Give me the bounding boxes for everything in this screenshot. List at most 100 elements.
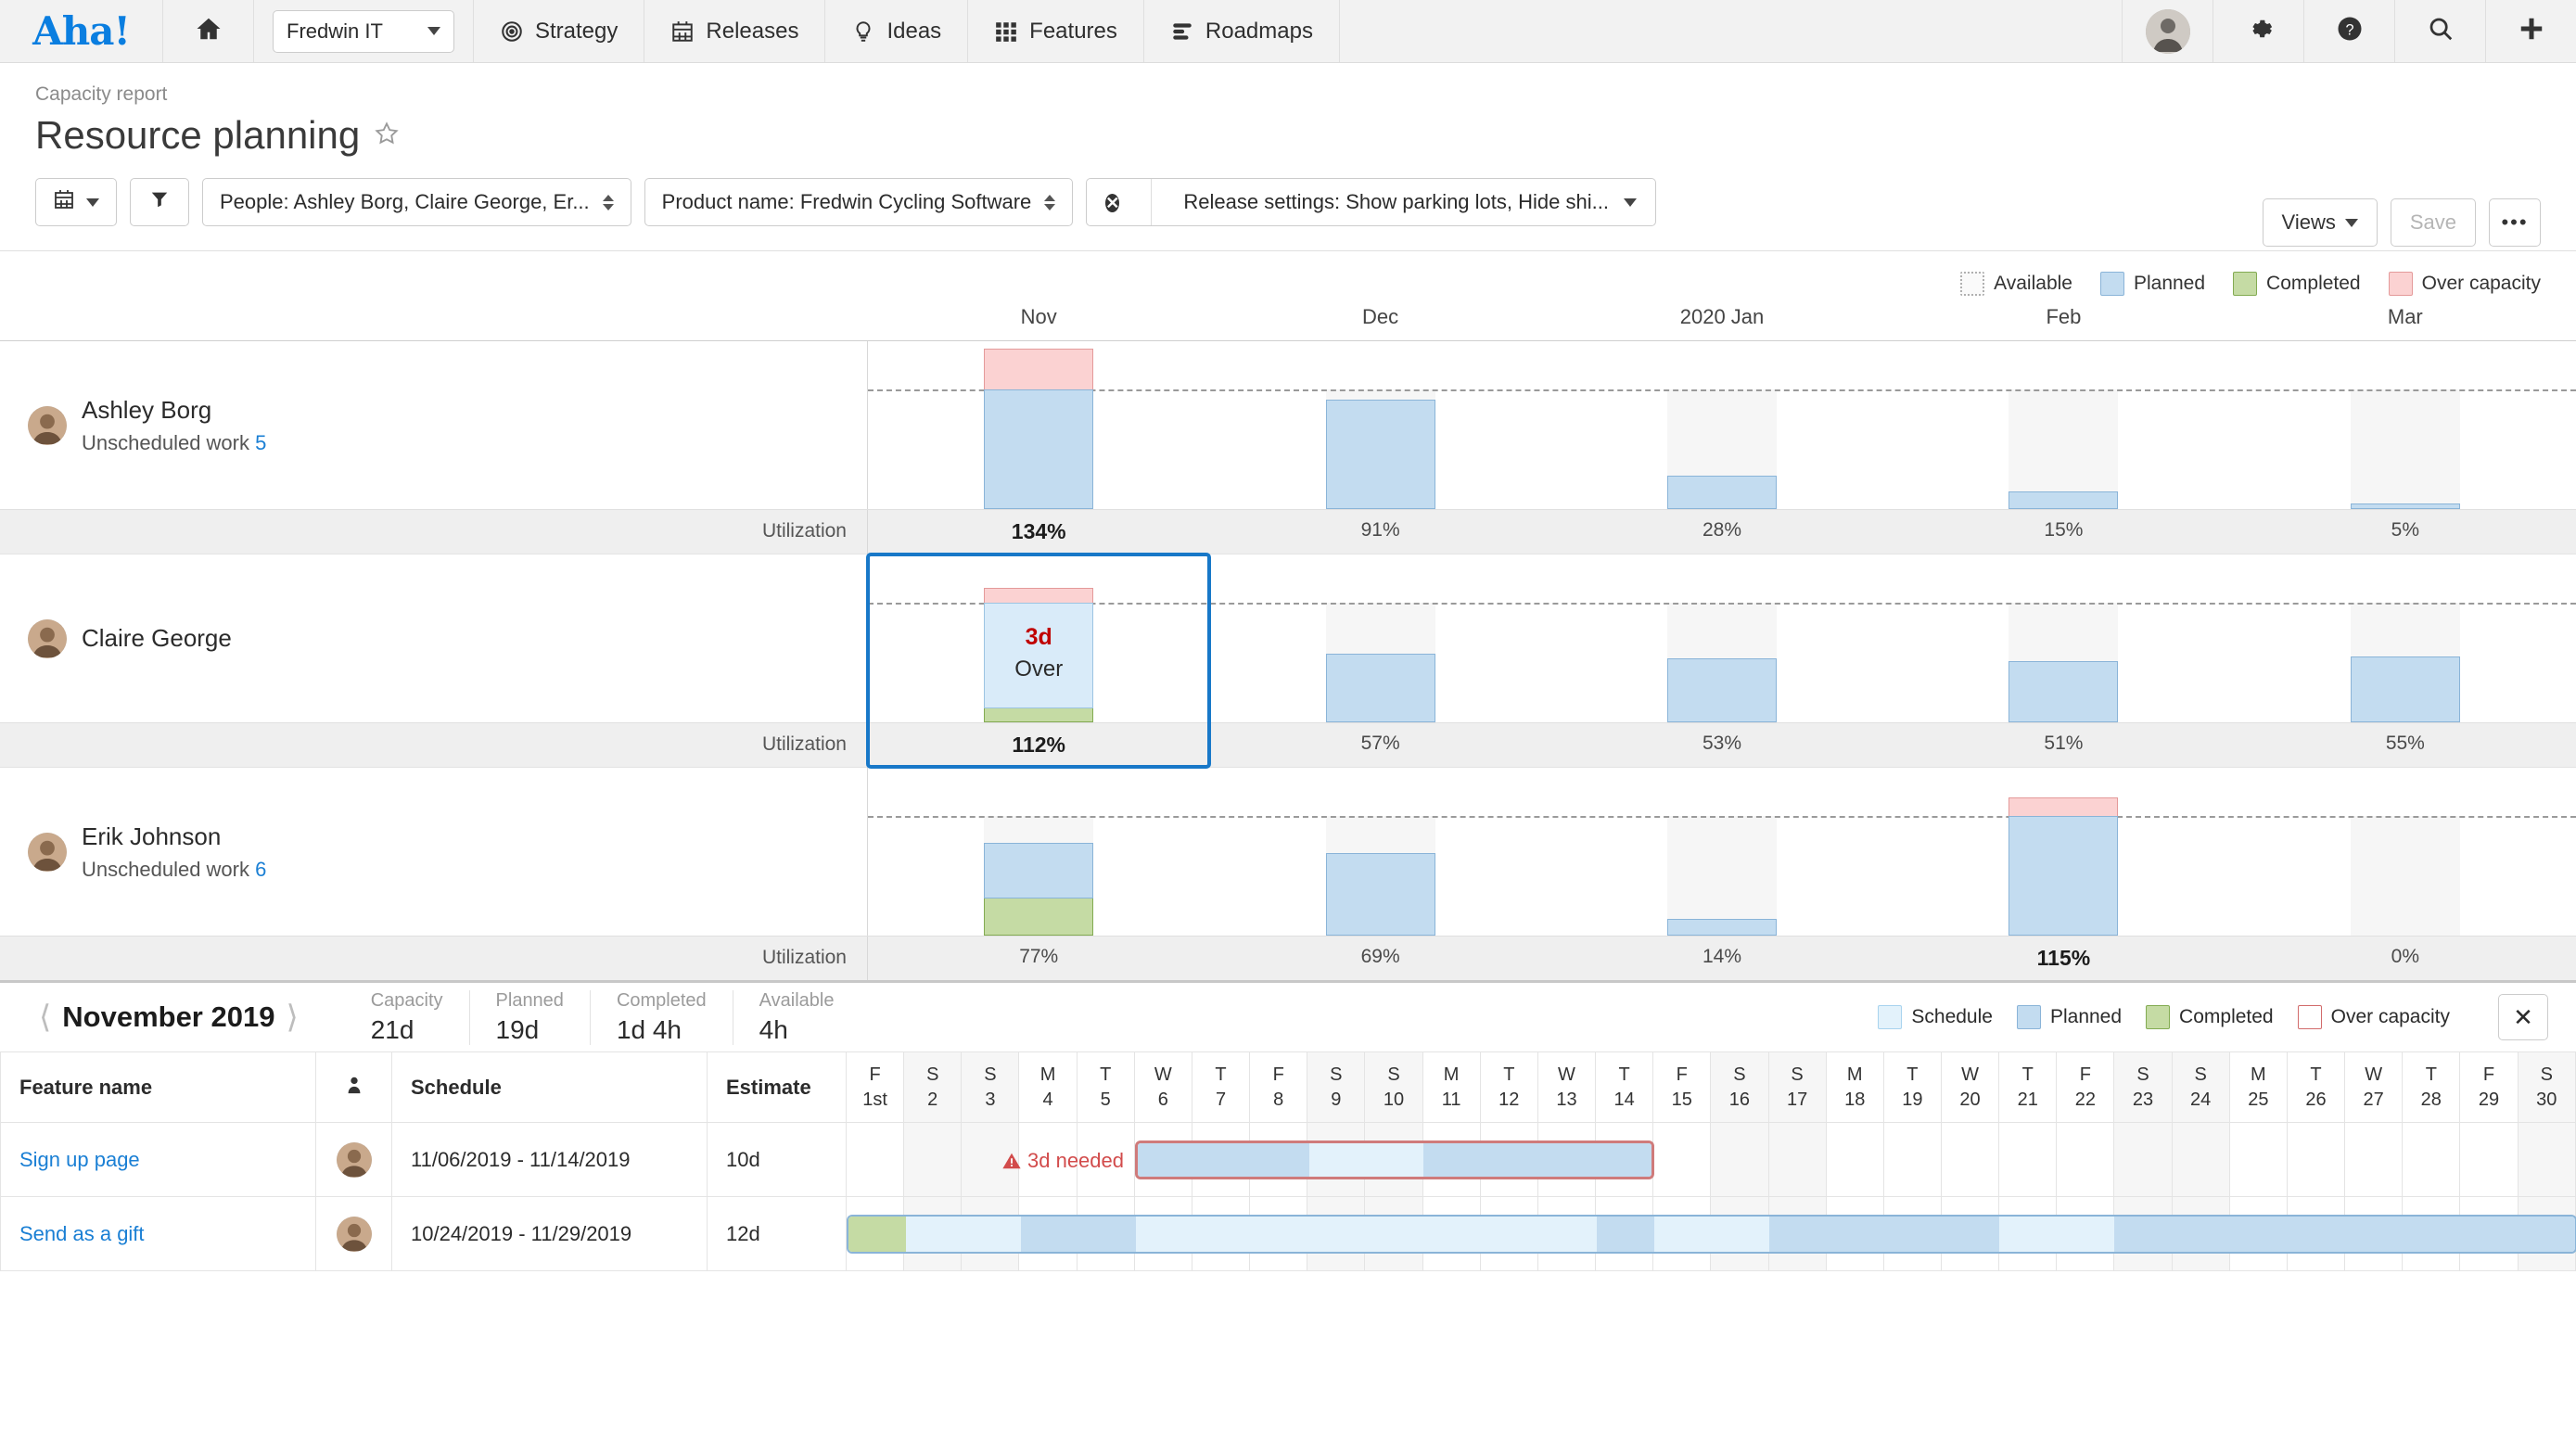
gantt-day-cell[interactable] [1710,1196,1769,1271]
unscheduled-work[interactable]: Unscheduled work 5 [82,430,267,454]
gantt-day-cell[interactable] [2056,1122,2115,1197]
nav-item-features[interactable]: Features [968,0,1144,62]
bar-cell[interactable]: 3d Over [868,554,1209,722]
gantt-day-cell[interactable] [2228,1196,2288,1271]
gantt-day-cell[interactable] [1364,1122,1423,1197]
column-header[interactable]: Schedule [391,1051,708,1123]
next-month-button[interactable]: ⟩ [286,1000,299,1035]
filter-button[interactable] [130,178,189,226]
gantt-day-cell[interactable] [961,1122,1020,1197]
bar-cell[interactable] [1551,768,1893,936]
gantt-day-cell[interactable] [1940,1122,2000,1197]
gantt-day-cell[interactable] [2228,1122,2288,1197]
gantt-day-cell[interactable] [1882,1122,1942,1197]
feature-name-link[interactable]: Send as a gift [19,1221,145,1245]
gantt-day-cell[interactable] [1422,1196,1481,1271]
product-name-filter[interactable]: Product name: Fredwin Cycling Software [644,178,1074,226]
gantt-day-cell[interactable] [1018,1196,1078,1271]
gantt-day-cell[interactable] [2113,1196,2173,1271]
gantt-day-cell[interactable] [2402,1196,2461,1271]
gantt-day-cell[interactable] [1249,1122,1308,1197]
gantt-day-cell[interactable] [1710,1122,1769,1197]
unscheduled-work[interactable]: Unscheduled work 6 [82,857,267,881]
nav-item-ideas[interactable]: Ideas [825,0,969,62]
gantt-day-cell[interactable] [1767,1196,1827,1271]
more-options-button[interactable]: ••• [2489,198,2541,247]
bar-cell[interactable] [1209,768,1550,936]
gantt-day-cell[interactable] [1191,1122,1251,1197]
bar-cell[interactable] [1209,554,1550,722]
nav-item-releases[interactable]: Releases [644,0,826,62]
bar-cell[interactable] [1893,341,2234,509]
gantt-day-cell[interactable]: 3d needed [845,1122,1654,1197]
gantt-day-cell[interactable] [2056,1196,2115,1271]
bar-cell[interactable] [1551,341,1893,509]
bar-cell[interactable] [2235,768,2576,936]
gantt-day-cell[interactable] [2171,1122,2230,1197]
gantt-day-cell[interactable] [2286,1122,2346,1197]
project-selector[interactable]: Fredwin IT [273,9,454,53]
views-button[interactable]: Views [2262,198,2378,247]
gantt-day-cell[interactable] [1479,1122,1538,1197]
gantt-day-cell[interactable] [1537,1196,1597,1271]
column-header[interactable]: Feature name [0,1051,316,1123]
user-avatar-button[interactable] [2122,0,2213,62]
gantt-day-cell[interactable] [2344,1122,2404,1197]
gantt-day-cell[interactable] [1479,1196,1538,1271]
home-button[interactable] [163,0,254,62]
feature-name-link[interactable]: Sign up page [19,1147,140,1171]
close-detail-button[interactable]: ✕ [2498,994,2548,1040]
gantt-day-cell[interactable] [1652,1122,1712,1197]
gantt-day-cell[interactable] [1595,1122,1654,1197]
column-header[interactable]: Estimate [707,1051,847,1123]
gantt-day-cell[interactable] [1998,1122,2058,1197]
gantt-day-cell[interactable] [2286,1196,2346,1271]
gantt-day-cell[interactable] [1422,1122,1481,1197]
gantt-day-cell[interactable] [2344,1196,2404,1271]
bar-cell[interactable] [1209,341,1550,509]
gantt-day-cell[interactable] [845,1196,2576,1271]
bar-cell[interactable] [1893,554,2234,722]
settings-button[interactable] [2213,0,2303,62]
release-settings-filter[interactable]: ✕ Release settings: Show parking lots, H… [1086,178,1656,226]
gantt-day-cell[interactable] [2459,1196,2519,1271]
star-outline-icon[interactable] [373,120,401,152]
help-button[interactable]: ? [2303,0,2394,62]
gantt-day-cell[interactable] [1133,1196,1192,1271]
gantt-day-cell[interactable] [2171,1196,2230,1271]
gantt-day-cell[interactable] [1882,1196,1942,1271]
gantt-day-cell[interactable] [903,1122,963,1197]
gantt-day-cell[interactable] [1307,1122,1366,1197]
gantt-day-cell[interactable] [2517,1122,2576,1197]
save-button[interactable]: Save [2390,198,2476,247]
gantt-day-cell[interactable] [1133,1122,1192,1197]
gantt-day-cell[interactable] [1595,1196,1654,1271]
add-button[interactable] [2485,0,2576,62]
gantt-day-cell[interactable] [961,1196,1020,1271]
bar-cell[interactable] [1551,554,1893,722]
gantt-day-cell[interactable] [2459,1122,2519,1197]
gantt-day-cell[interactable] [2402,1122,2461,1197]
gantt-day-cell[interactable] [2517,1196,2576,1271]
nav-item-strategy[interactable]: Strategy [474,0,645,62]
prev-month-button[interactable]: ⟨ [39,1000,52,1035]
people-filter[interactable]: People: Ashley Borg, Claire George, Er..… [202,178,631,226]
gantt-day-cell[interactable] [1998,1196,2058,1271]
gantt-day-cell[interactable] [1825,1122,1884,1197]
gantt-day-cell[interactable] [1191,1196,1251,1271]
clear-filter-button[interactable]: ✕ [1087,190,1138,215]
bar-cell[interactable] [868,341,1209,509]
aha-logo[interactable]: Aha! [0,0,163,62]
bar-cell[interactable] [2235,341,2576,509]
gantt-day-cell[interactable] [1018,1122,1078,1197]
feature-name-cell[interactable]: Sign up page [0,1122,316,1197]
gantt-day-cell[interactable] [1307,1196,1366,1271]
gantt-day-cell[interactable] [1249,1196,1308,1271]
date-range-filter[interactable] [35,178,117,226]
gantt-day-cell[interactable] [1076,1122,1135,1197]
gantt-day-cell[interactable] [1767,1122,1827,1197]
gantt-day-cell[interactable] [1825,1196,1884,1271]
nav-item-roadmaps[interactable]: Roadmaps [1144,0,1340,62]
search-button[interactable] [2394,0,2485,62]
gantt-day-cell[interactable] [2113,1122,2173,1197]
